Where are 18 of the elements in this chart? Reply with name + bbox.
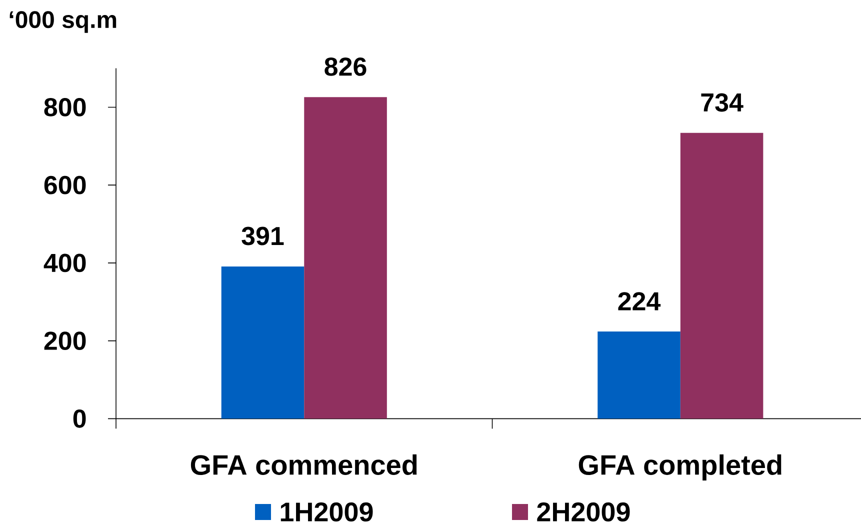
x-tick-label: GFA completed [578,454,782,480]
y-axis-title: ‘000 sq.m [10,11,116,33]
x-tick-label: GFA commenced [190,454,417,475]
y-tick-label: 200 [44,332,86,350]
y-tick-label: 400 [44,254,86,272]
bar [680,132,764,419]
legend-label: 1H2009 [280,502,373,522]
bar [304,97,387,419]
y-tick-label: 600 [44,176,86,194]
y-tick-label: 0 [73,409,86,428]
bar [598,331,680,419]
data-label: 391 [242,226,284,246]
data-label: 734 [701,93,744,112]
data-label: 224 [618,292,661,310]
data-label: 826 [324,57,366,76]
bar [221,266,304,419]
y-tick-label: 800 [44,98,86,116]
legend-label: 2H2009 [537,502,630,522]
